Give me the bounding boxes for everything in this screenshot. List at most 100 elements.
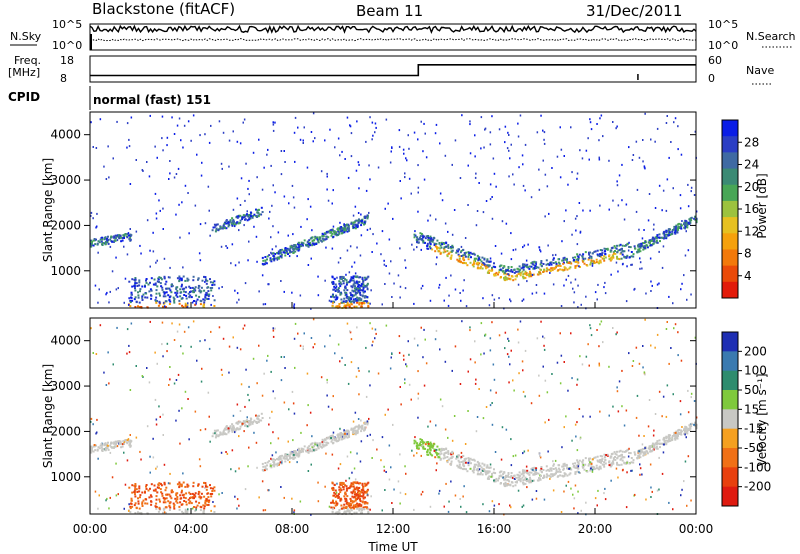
power-echo bbox=[427, 235, 429, 237]
power-noise bbox=[616, 125, 618, 128]
power-noise bbox=[169, 266, 171, 269]
power-noise bbox=[135, 159, 137, 161]
power-near-echo bbox=[331, 301, 334, 304]
power-near-echo bbox=[336, 296, 339, 299]
power-near-echo bbox=[134, 282, 137, 285]
power-echo bbox=[275, 257, 278, 260]
power-near-echo bbox=[358, 287, 361, 290]
power-echo bbox=[589, 251, 591, 254]
velocity-noise bbox=[510, 349, 512, 352]
velocity-echo bbox=[297, 447, 300, 450]
velocity-echo bbox=[615, 453, 618, 456]
power-near-echo bbox=[350, 300, 353, 303]
power-near-echo bbox=[346, 281, 349, 284]
cpid-value: normal (fast) 151 bbox=[93, 93, 211, 107]
velocity-near-echo bbox=[348, 487, 351, 489]
velocity-noise bbox=[90, 327, 92, 330]
power-near-echo bbox=[205, 292, 208, 295]
power-noise bbox=[517, 283, 520, 286]
power-near-echo bbox=[353, 305, 356, 308]
colorbar-label-2: 12 bbox=[744, 224, 759, 238]
velocity-echo bbox=[457, 466, 460, 469]
power-noise bbox=[408, 147, 410, 150]
power-noise bbox=[128, 145, 131, 148]
velocity-near-echo bbox=[347, 503, 350, 505]
velocity-noise bbox=[337, 467, 340, 470]
freq-unit-label: [MHz] bbox=[8, 66, 40, 79]
velocity-echo bbox=[473, 463, 476, 466]
power-echo bbox=[540, 261, 543, 264]
velocity-noise bbox=[392, 423, 394, 426]
power-noise bbox=[549, 271, 551, 274]
power-noise bbox=[293, 303, 296, 306]
velocity-near-echo bbox=[364, 501, 367, 504]
velocity-near-echo bbox=[139, 496, 141, 499]
power-noise bbox=[354, 205, 357, 208]
power-echo bbox=[428, 245, 431, 248]
power-near-echo bbox=[141, 299, 144, 301]
power-noise bbox=[526, 280, 528, 283]
power-noise bbox=[543, 292, 546, 295]
velocity-near-echo bbox=[194, 509, 197, 512]
power-noise bbox=[578, 265, 580, 268]
velocity-echo bbox=[478, 463, 481, 466]
power-near-echo bbox=[145, 292, 148, 295]
velocity-noise bbox=[178, 409, 180, 412]
power-echo bbox=[228, 224, 231, 226]
velocity-echo bbox=[629, 452, 632, 455]
velocity-near-echo bbox=[342, 485, 345, 488]
power-noise bbox=[626, 255, 628, 258]
velocity-near-echo bbox=[192, 485, 195, 488]
power-noise bbox=[270, 236, 272, 239]
velocity-noise bbox=[654, 413, 657, 415]
velocity-near-echo bbox=[349, 507, 352, 510]
power-near-echo bbox=[165, 280, 168, 283]
power-echo bbox=[215, 228, 218, 231]
velocity-noise bbox=[485, 406, 488, 408]
velocity-noise bbox=[336, 482, 338, 485]
power-echo bbox=[110, 236, 112, 239]
velocity-near-echo bbox=[174, 497, 177, 500]
velocity-noise bbox=[355, 375, 358, 378]
power-noise bbox=[616, 180, 618, 183]
power-echo bbox=[440, 241, 443, 244]
velocity-echo bbox=[519, 477, 522, 480]
power-near-echo bbox=[344, 286, 347, 289]
power-echo bbox=[260, 206, 263, 209]
power-noise bbox=[307, 198, 309, 201]
velocity-noise bbox=[182, 352, 184, 355]
power-noise bbox=[267, 148, 269, 151]
power-noise bbox=[485, 200, 488, 202]
velocity-noise bbox=[366, 493, 369, 496]
velocity-echo bbox=[554, 467, 557, 470]
power-noise bbox=[236, 197, 239, 200]
power-noise bbox=[266, 153, 268, 156]
power-echo bbox=[579, 266, 581, 268]
velocity-noise bbox=[208, 347, 211, 350]
velocity-near-echo bbox=[185, 503, 188, 506]
velocity-noise bbox=[180, 345, 182, 348]
power-noise bbox=[350, 155, 353, 158]
power-noise bbox=[413, 131, 416, 134]
power-noise bbox=[220, 162, 223, 165]
power-noise bbox=[421, 238, 423, 241]
velocity-near-echo bbox=[180, 503, 183, 506]
power-noise bbox=[524, 143, 527, 146]
power-near-echo bbox=[207, 290, 210, 293]
velocity-echo bbox=[543, 474, 546, 477]
power-echo bbox=[582, 260, 584, 263]
velocity-noise bbox=[274, 397, 276, 400]
power-echo bbox=[559, 268, 562, 271]
velocity-echo bbox=[663, 439, 666, 442]
velocity-echo bbox=[264, 462, 267, 464]
velocity-echo bbox=[548, 469, 551, 472]
power-noise bbox=[103, 165, 105, 168]
power-noise bbox=[476, 210, 479, 212]
velocity-echo bbox=[90, 445, 93, 448]
velocity-near-echo bbox=[187, 498, 190, 501]
velocity-near-echo bbox=[367, 508, 370, 511]
power-noise bbox=[587, 137, 589, 140]
power-echo bbox=[413, 236, 416, 239]
power-echo bbox=[502, 267, 505, 270]
power-echo bbox=[667, 228, 670, 231]
